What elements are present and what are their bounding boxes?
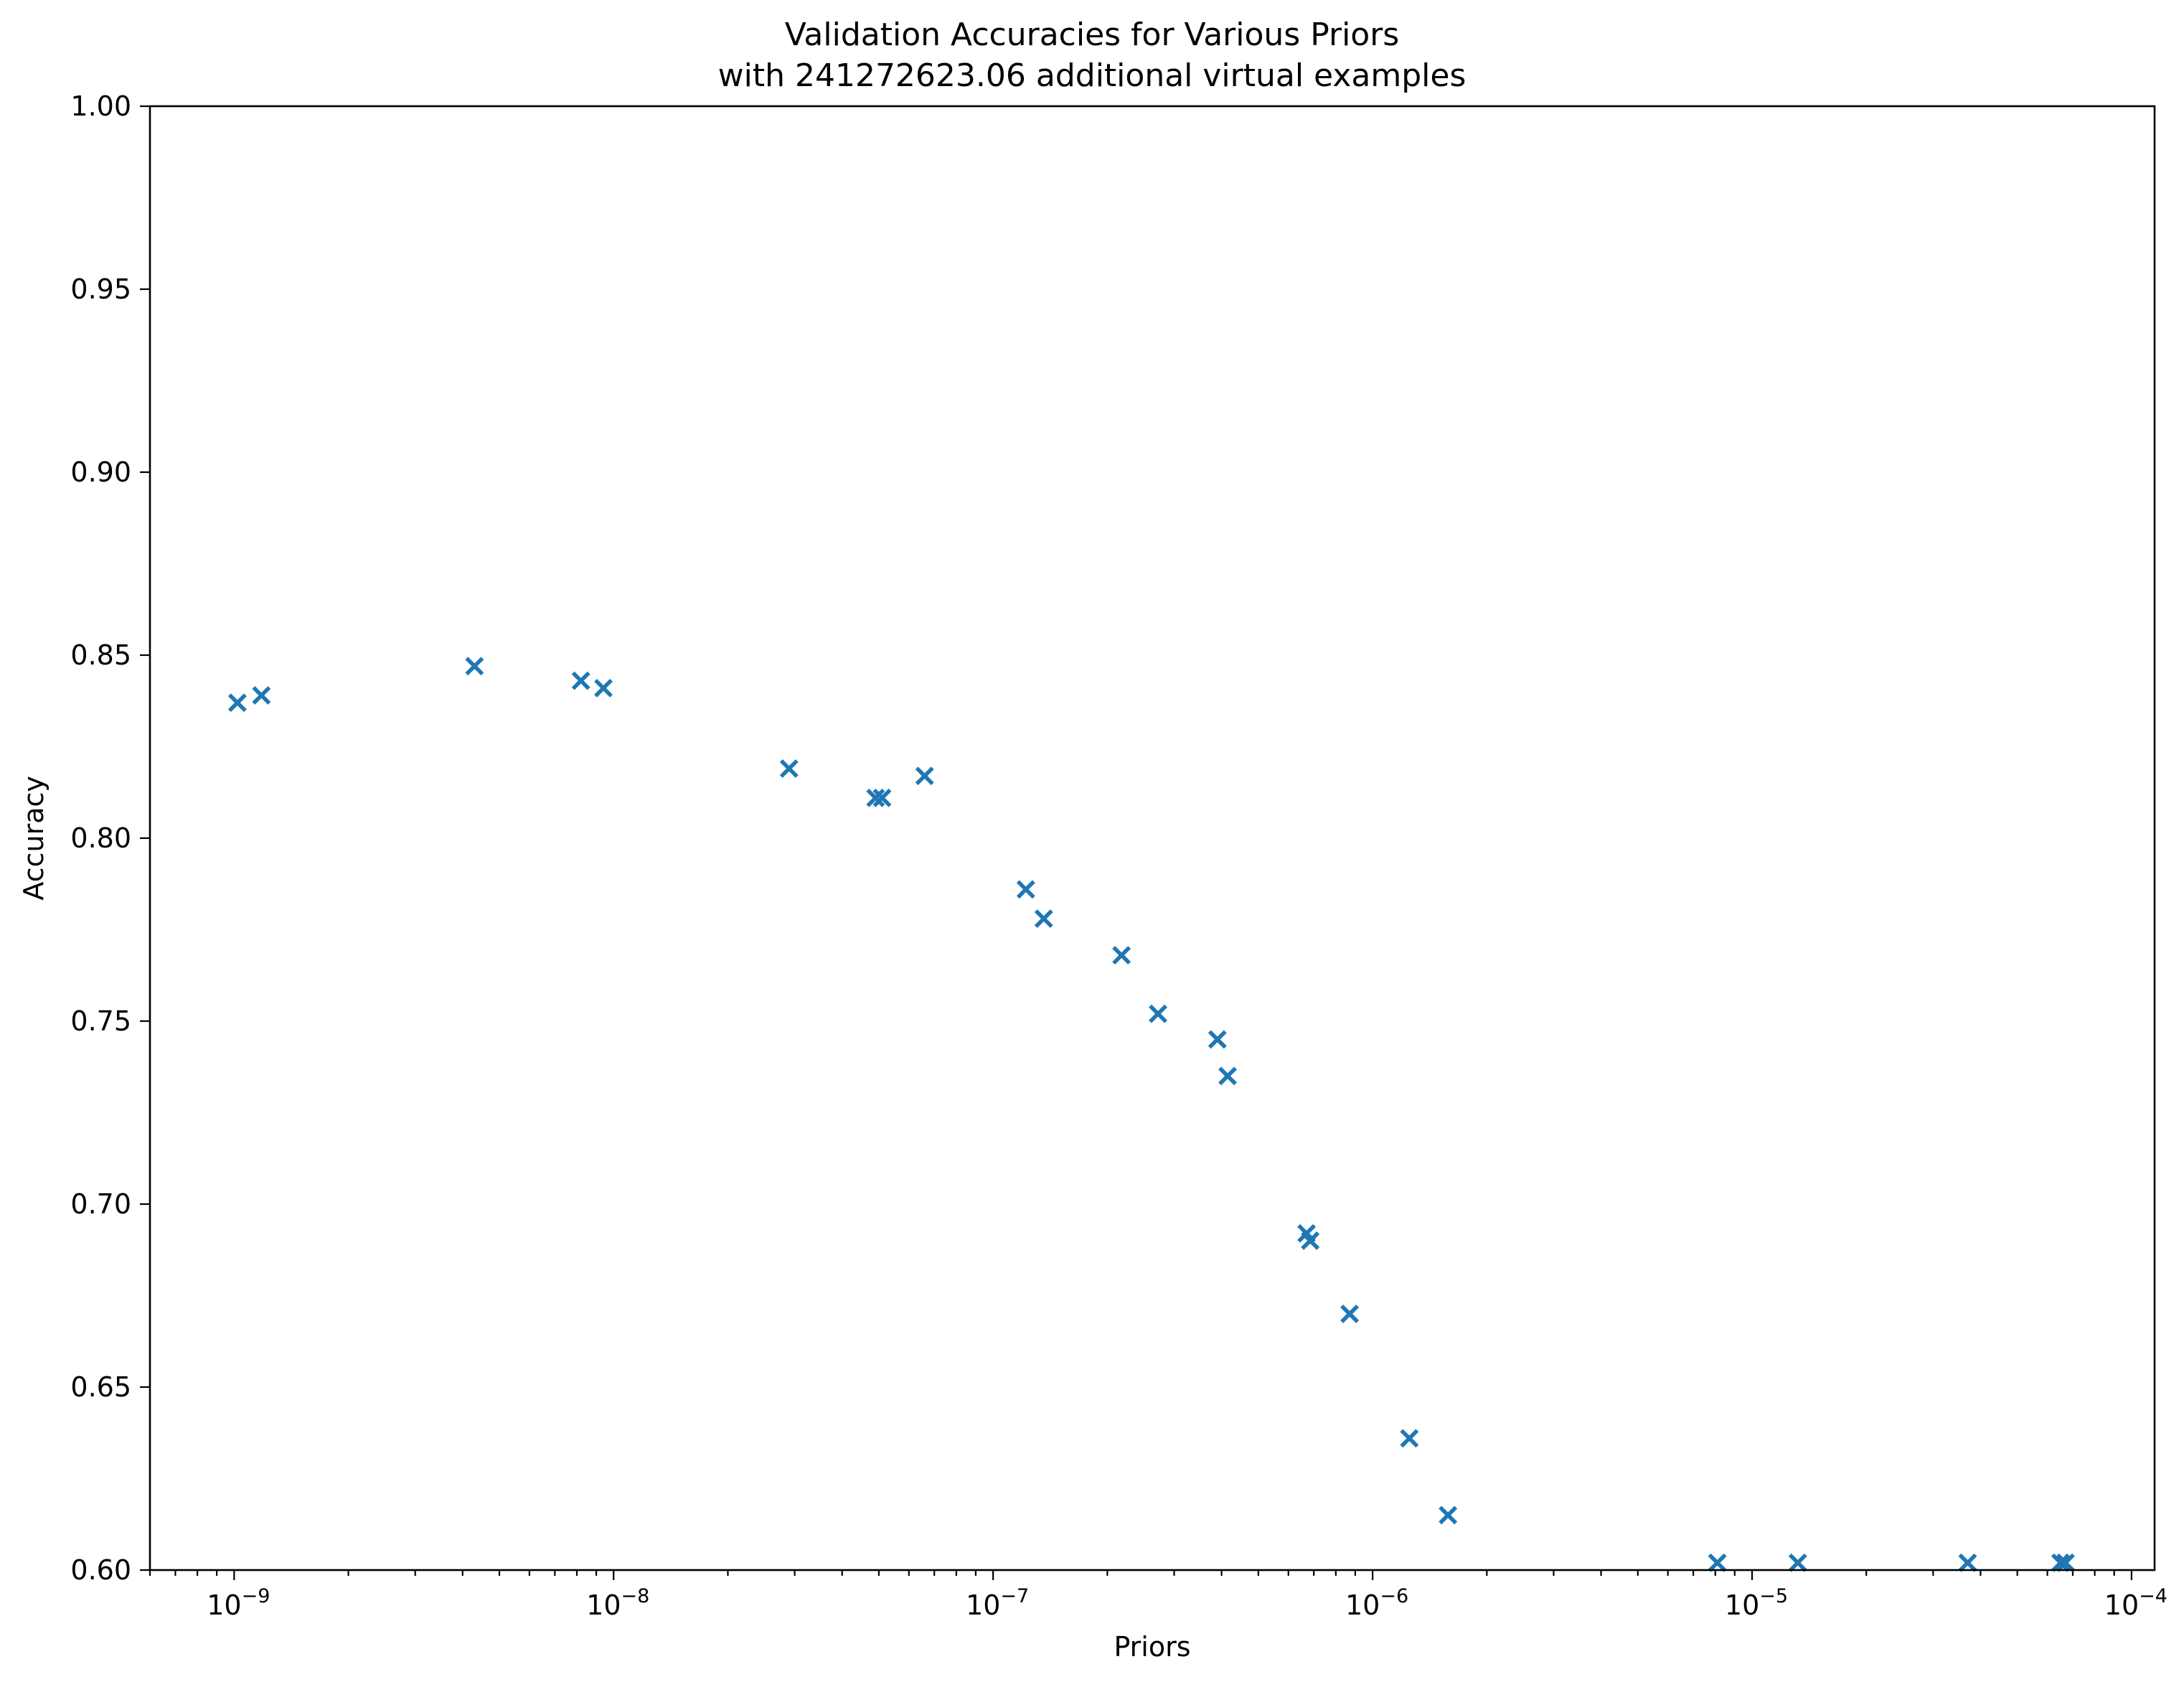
y-tick-label: 0.65 (70, 1371, 131, 1403)
data-point (1958, 1553, 1977, 1572)
y-tick-label: 0.85 (70, 639, 131, 671)
y-tick-label: 0.75 (70, 1005, 131, 1037)
data-point (1218, 1066, 1237, 1086)
y-tick-label: 0.60 (70, 1554, 131, 1586)
y-tick-label: 0.80 (70, 822, 131, 854)
x-tick-label: 10−9 (207, 1585, 270, 1621)
data-point (252, 686, 271, 705)
data-point (1708, 1553, 1727, 1572)
y-tick-label: 0.95 (70, 273, 131, 305)
data-point (872, 788, 892, 807)
data-point (465, 657, 484, 676)
x-axis-minor-ticks (149, 1570, 2115, 1576)
y-axis-ticks: 0.60 0.65 0.70 0.75 0.80 0.85 0.90 0.95 1.00 (70, 90, 150, 1586)
data-point (915, 766, 934, 786)
data-point (1788, 1553, 1807, 1572)
plot-frame (149, 105, 2156, 1571)
x-tick-label: 10−4 (2104, 1585, 2167, 1621)
data-point (571, 671, 590, 690)
chart-title: Validation Accuracies for Various Priors (785, 17, 1399, 53)
data-point (1301, 1231, 1320, 1250)
x-tick-label: 10−5 (1725, 1585, 1788, 1621)
x-tick-label: 10−7 (966, 1585, 1029, 1621)
y-tick-label: 1.00 (70, 90, 131, 122)
y-axis-label: Accuracy (18, 776, 50, 901)
data-point (1149, 1004, 1167, 1023)
data-point (227, 693, 247, 713)
data-point (1112, 946, 1131, 965)
data-point (866, 788, 885, 807)
data-point (2056, 1553, 2075, 1572)
data-point (1034, 909, 1053, 929)
data-point (1016, 880, 1035, 899)
y-tick-label: 0.70 (70, 1188, 131, 1220)
data-point (1400, 1429, 1419, 1448)
x-tick-label: 10−6 (1345, 1585, 1408, 1621)
chart-subtitle: with 241272623.06 additional virtual exa… (718, 57, 1467, 94)
y-tick-label: 0.90 (70, 456, 131, 488)
x-tick-label: 10−8 (586, 1585, 649, 1621)
x-axis-ticks: 10−9 10−8 10−7 10−6 10−5 10−4 (207, 1570, 2167, 1621)
data-point (1439, 1505, 1458, 1525)
data-point (594, 678, 613, 697)
data-points (227, 657, 2075, 1572)
data-point (779, 759, 799, 779)
x-axis-label: Priors (1114, 1631, 1190, 1663)
data-point (1340, 1305, 1360, 1323)
data-point (1208, 1030, 1227, 1049)
data-point (2051, 1553, 2070, 1572)
